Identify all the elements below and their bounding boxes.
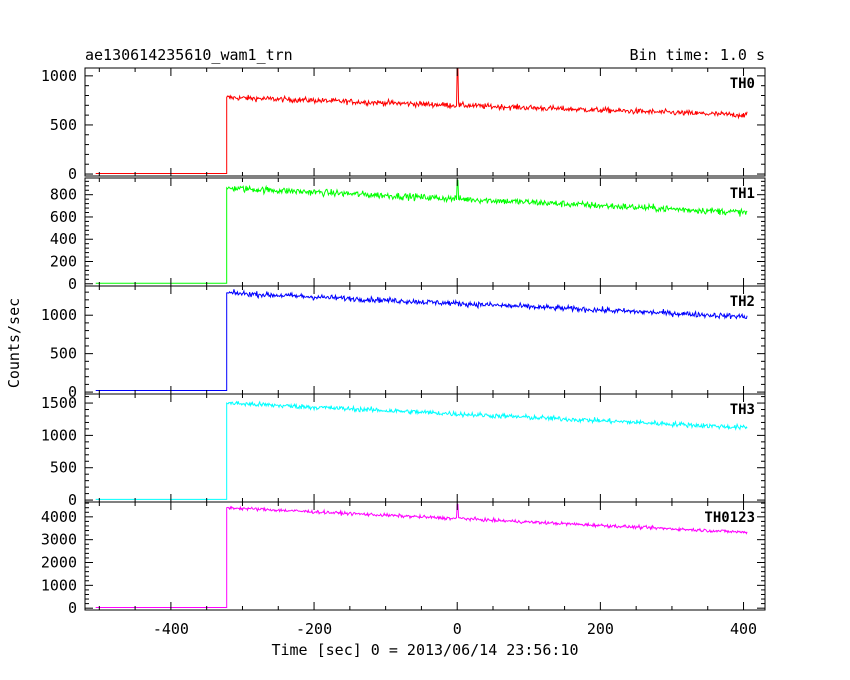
series-label-th1: TH1	[730, 186, 755, 202]
panel-th3: 0 500 1000 1500 TH3	[41, 393, 766, 509]
series-line-th0	[95, 67, 748, 174]
y-tick-label: 600	[50, 208, 77, 226]
series-line-th2	[95, 289, 748, 391]
panel-th0: 0 500 1000 TH0	[41, 67, 766, 183]
y-tick-label: 2000	[41, 554, 77, 572]
series-line-th3	[95, 400, 748, 500]
chart-title: ae130614235610_wam1_trn	[85, 46, 293, 64]
y-tick-label: 0	[68, 491, 77, 509]
y-tick-label: 0	[68, 383, 77, 401]
y-tick-label: 0	[68, 275, 77, 293]
y-tick-label: 0	[68, 599, 77, 617]
x-axis-ticks: -400 -200 0 200 400	[153, 620, 757, 638]
y-axis-label: Counts/sec	[5, 298, 23, 388]
series-label-th2: TH2	[730, 294, 755, 310]
x-tick-label: 400	[730, 620, 757, 638]
x-tick-label: 200	[587, 620, 614, 638]
y-tick-label: 200	[50, 253, 77, 271]
y-tick-label: 3000	[41, 531, 77, 549]
x-tick-label: 0	[453, 620, 462, 638]
y-tick-label: 500	[50, 116, 77, 134]
x-tick-label: -400	[153, 620, 189, 638]
panel-frame	[84, 285, 766, 395]
panels-group: 0 500 1000 TH0 0 200 400 600 800 TH1 0 500 1000 TH2 0 5…	[41, 67, 766, 617]
series-label-th0: TH0	[730, 76, 755, 92]
y-tick-label: 1500	[41, 394, 77, 412]
y-tick-label: 1000	[41, 426, 77, 444]
panel-th2: 0 500 1000 TH2	[41, 285, 766, 401]
y-tick-label: 500	[50, 345, 77, 363]
y-tick-label: 800	[50, 186, 77, 204]
x-tick-label: -200	[296, 620, 332, 638]
bin-time-label: Bin time: 1.0 s	[630, 46, 765, 64]
y-tick-label: 500	[50, 459, 77, 477]
y-tick-label: 0	[68, 165, 77, 183]
y-tick-label: 1000	[41, 306, 77, 324]
panel-frame	[84, 67, 766, 177]
panel-th1: 0 200 400 600 800 TH1	[50, 177, 766, 293]
series-line-th0123	[95, 503, 748, 608]
y-tick-label: 400	[50, 230, 77, 248]
series-label-th0123: TH0123	[704, 510, 755, 526]
panel-frame	[84, 177, 766, 287]
panel-frame	[84, 501, 766, 611]
y-tick-label: 1000	[41, 67, 77, 85]
x-axis-label: Time [sec] 0 = 2013/06/14 23:56:10	[271, 641, 578, 659]
panel-th0123: 0 1000 2000 3000 4000 TH0123	[41, 501, 766, 617]
series-label-th3: TH3	[730, 402, 755, 418]
y-tick-label: 4000	[41, 508, 77, 526]
y-tick-label: 1000	[41, 576, 77, 594]
series-line-th1	[95, 179, 748, 284]
